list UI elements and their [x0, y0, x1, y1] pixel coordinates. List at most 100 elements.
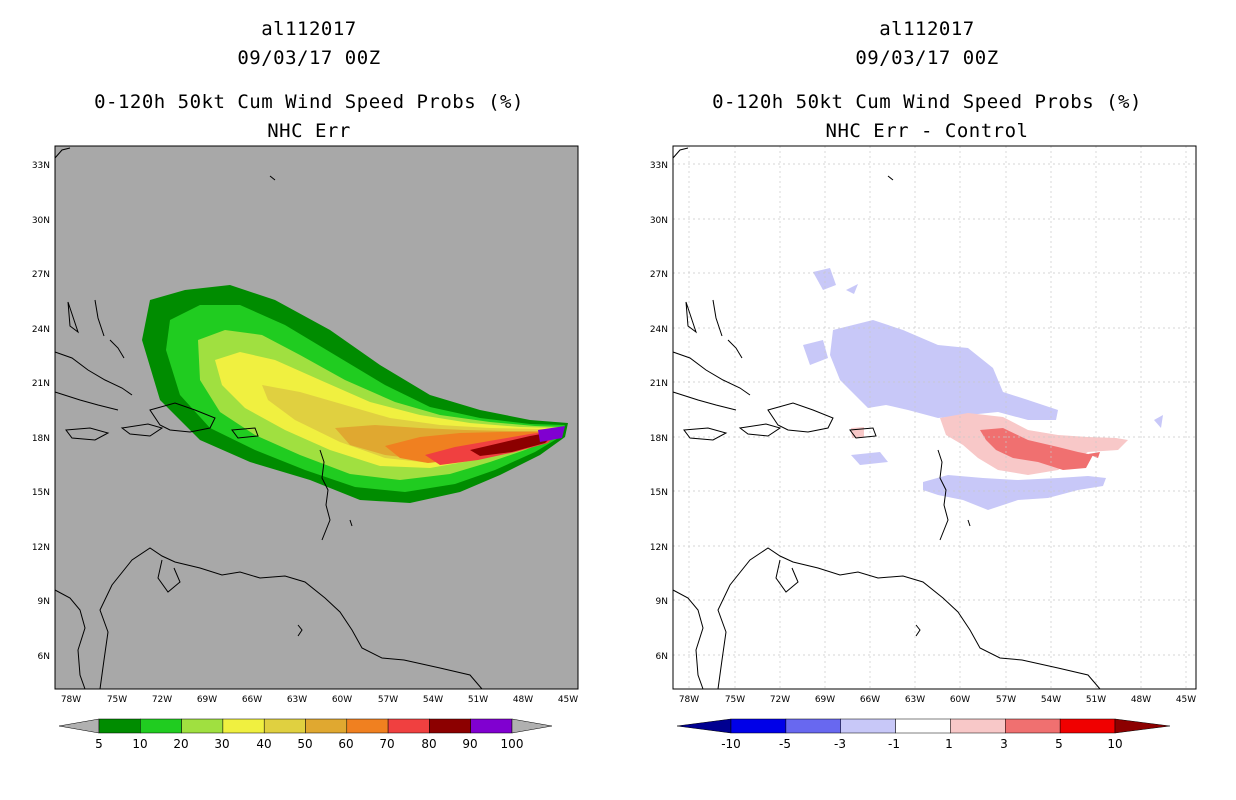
colorbar-label: -10	[721, 737, 741, 751]
lat-label: 21N	[32, 379, 50, 389]
product-subtitle: NHC Err - Control	[825, 120, 1029, 142]
lat-label: 9N	[656, 597, 668, 607]
lat-label: 30N	[650, 216, 668, 226]
colorbar-segment	[346, 718, 389, 734]
colorbar-label: -3	[834, 737, 846, 751]
lat-label: 27N	[650, 270, 668, 280]
lon-labels: 78W 75W 72W 69W 66W 63W 60W 57W 54W 51W …	[679, 695, 1196, 705]
colorbar-label: 100	[501, 737, 524, 751]
lon-label: 54W	[423, 695, 443, 705]
gridlines	[673, 146, 1196, 689]
colorbar-segment	[429, 718, 471, 734]
storm-id: al112017	[879, 18, 975, 40]
colorbar-label: 5	[1055, 737, 1063, 751]
map-frame	[673, 146, 1196, 689]
diff-neg-small	[803, 340, 828, 365]
lon-label: 78W	[679, 695, 699, 705]
colorbar-segment	[895, 718, 951, 734]
lon-label: 66W	[860, 695, 880, 705]
lon-label: 45W	[1176, 695, 1196, 705]
colorbar-segment	[222, 718, 265, 734]
colorbar-segment	[98, 718, 141, 734]
colorbar-label: 50	[297, 737, 312, 751]
probability-swath	[142, 285, 568, 503]
lat-label: 24N	[650, 325, 668, 335]
lat-label: 33N	[32, 161, 50, 171]
colorbar-segment	[387, 718, 430, 734]
lon-labels: 78W 75W 72W 69W 66W 63W 60W 57W 54W 51W …	[61, 695, 578, 705]
lon-label: 57W	[378, 695, 398, 705]
lat-label: 18N	[650, 434, 668, 444]
colorbar-segment	[470, 718, 513, 734]
lon-label: 66W	[242, 695, 262, 705]
lat-label: 15N	[650, 488, 668, 498]
map-border	[54, 145, 579, 690]
lon-label: 48W	[1131, 695, 1151, 705]
lon-label: 72W	[770, 695, 790, 705]
colorbar-label: -5	[779, 737, 791, 751]
map-border	[672, 145, 1197, 690]
lat-label: 6N	[38, 652, 50, 662]
diff-neg-small	[813, 268, 836, 290]
coastlines	[672, 147, 1101, 690]
lon-label: 72W	[152, 695, 172, 705]
colorbar-label: 90	[462, 737, 477, 751]
colorbar-label: 80	[421, 737, 436, 751]
lon-label: 75W	[107, 695, 127, 705]
colorbar-segment	[840, 718, 896, 734]
colorbar-segment	[305, 718, 348, 734]
lat-labels: 33N 30N 27N 24N 21N 18N 15N 12N 9N 6N	[32, 161, 50, 662]
lat-label: 6N	[656, 652, 668, 662]
colorbar-segment	[785, 718, 842, 734]
left-panel: al112017 09/03/17 00Z 0-120h 50kt Cum Wi…	[32, 18, 579, 751]
colorbar-low-end	[676, 718, 732, 734]
colorbar-label: 3	[1000, 737, 1008, 751]
colorbar-label: 10	[1107, 737, 1122, 751]
colorbar-label: 60	[338, 737, 353, 751]
lon-label: 51W	[468, 695, 488, 705]
lon-label: 78W	[61, 695, 81, 705]
lat-label: 15N	[32, 488, 50, 498]
swath-80	[470, 431, 558, 456]
colorbar-segment	[181, 718, 224, 734]
right-panel: al112017 09/03/17 00Z 0-120h 50kt Cum Wi…	[618, 0, 1236, 800]
lon-label: 60W	[332, 695, 352, 705]
lon-label: 60W	[950, 695, 970, 705]
diff-neg-main	[830, 320, 1058, 420]
colorbar-label: 70	[379, 737, 394, 751]
diff-neg-small	[1154, 415, 1163, 428]
lon-label: 63W	[287, 695, 307, 705]
lon-label: 45W	[558, 695, 578, 705]
colorbar-segment	[1059, 718, 1116, 734]
swath-90	[538, 426, 565, 442]
lat-label: 30N	[32, 216, 50, 226]
lon-label: 48W	[513, 695, 533, 705]
product-title: 0-120h 50kt Cum Wind Speed Probs (%)	[712, 91, 1142, 113]
diff-neg-small	[851, 452, 888, 465]
colorbar-label: 30	[214, 737, 229, 751]
colorbar-label: 20	[173, 737, 188, 751]
lat-label: 27N	[32, 270, 50, 280]
colorbar-label: 5	[95, 737, 103, 751]
left-map: 33N 30N 27N 24N 21N 18N 15N 12N 9N 6N 78…	[32, 145, 579, 751]
lat-labels: 33N 30N 27N 24N 21N 18N 15N 12N 9N 6N	[650, 161, 668, 662]
lat-label: 12N	[650, 543, 668, 553]
lon-label: 54W	[1041, 695, 1061, 705]
lon-label: 51W	[1086, 695, 1106, 705]
colorbar-segment	[950, 718, 1006, 734]
lat-label: 18N	[32, 434, 50, 444]
colorbar-label: 1	[945, 737, 953, 751]
lat-label: 9N	[38, 597, 50, 607]
product-title: 0-120h 50kt Cum Wind Speed Probs (%)	[94, 91, 524, 113]
difference-areas	[803, 268, 1163, 510]
colorbar-segment	[730, 718, 787, 734]
diff-neg-band	[923, 475, 1106, 510]
storm-id: al112017	[261, 18, 357, 40]
colorbar-segment	[1005, 718, 1061, 734]
colorbar-segment	[140, 718, 182, 734]
colorbar: -10 -5 -3 -1 1 3 5 10	[676, 718, 1171, 751]
diff-pos-mid	[980, 428, 1093, 470]
colorbar-low-end	[58, 718, 100, 734]
colorbar: 5 10 20 30 40 50 60 70 80 90 100	[58, 718, 553, 751]
lat-label: 24N	[32, 325, 50, 335]
